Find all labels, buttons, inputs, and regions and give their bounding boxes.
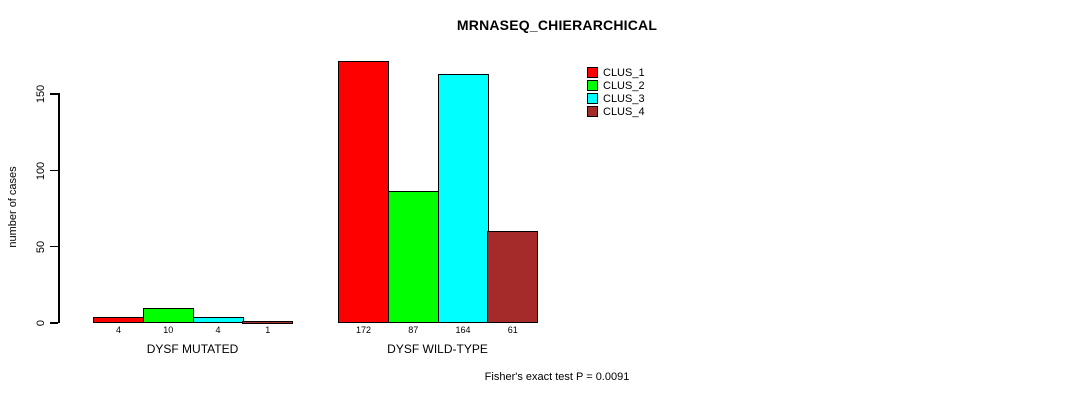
legend-swatch-clus_4: [587, 106, 598, 117]
legend-label: CLUS_1: [603, 66, 645, 79]
legend-item-clus_4: CLUS_4: [587, 105, 645, 118]
legend-item-clus_1: CLUS_1: [587, 66, 645, 79]
y-tick-label: 50: [35, 240, 47, 253]
bar-clus_1-wild-type: [338, 61, 389, 324]
bar-clus_3-wild-type: [437, 73, 489, 324]
y-tick-label: 0: [35, 319, 47, 327]
y-tick: [50, 169, 58, 172]
bar-value-label: 172: [355, 325, 372, 335]
legend-label: CLUS_3: [603, 92, 645, 105]
bar-clus_4-wild-type: [487, 230, 539, 324]
x-axis-group-label: DYSF MUTATED: [146, 342, 239, 356]
legend-item-clus_2: CLUS_2: [587, 79, 645, 92]
bar-clus_3-mutated: [192, 317, 244, 324]
bar-value-label: 4: [215, 325, 221, 335]
bar-clus_2-wild-type: [387, 190, 439, 324]
bar-value-label: 61: [507, 325, 518, 335]
legend-swatch-clus_2: [587, 80, 598, 91]
legend-swatch-clus_1: [587, 67, 598, 78]
y-axis-line: [58, 93, 60, 324]
legend-label: CLUS_2: [603, 79, 645, 92]
bar-value-label: 1: [265, 325, 271, 335]
y-tick: [50, 322, 58, 324]
y-tick-label: 150: [35, 85, 47, 104]
x-axis-group-label: DYSF WILD-TYPE: [387, 342, 488, 356]
bar-value-label: 4: [115, 325, 122, 335]
bar-clus_4-mutated: [242, 320, 294, 324]
legend: CLUS_1 CLUS_2 CLUS_3 CLUS_4: [587, 66, 645, 118]
chart-title: MRNASEQ_CHIERARCHICAL: [456, 17, 658, 33]
y-tick: [50, 245, 58, 248]
bar-value-label: 164: [455, 325, 471, 335]
y-tick-label: 100: [35, 161, 47, 180]
footnote-fisher-test: Fisher's exact test P = 0.0091: [484, 371, 630, 383]
bar-value-label: 10: [163, 325, 174, 335]
legend-swatch-clus_3: [587, 93, 598, 104]
y-axis-label: number of cases: [7, 166, 19, 248]
bar-clus_1-mutated: [93, 317, 144, 324]
y-tick: [50, 93, 58, 95]
bar-clus_2-mutated: [142, 308, 194, 324]
legend-label: CLUS_4: [603, 105, 645, 118]
bar-value-label: 87: [408, 325, 419, 335]
legend-item-clus_3: CLUS_3: [587, 92, 645, 105]
